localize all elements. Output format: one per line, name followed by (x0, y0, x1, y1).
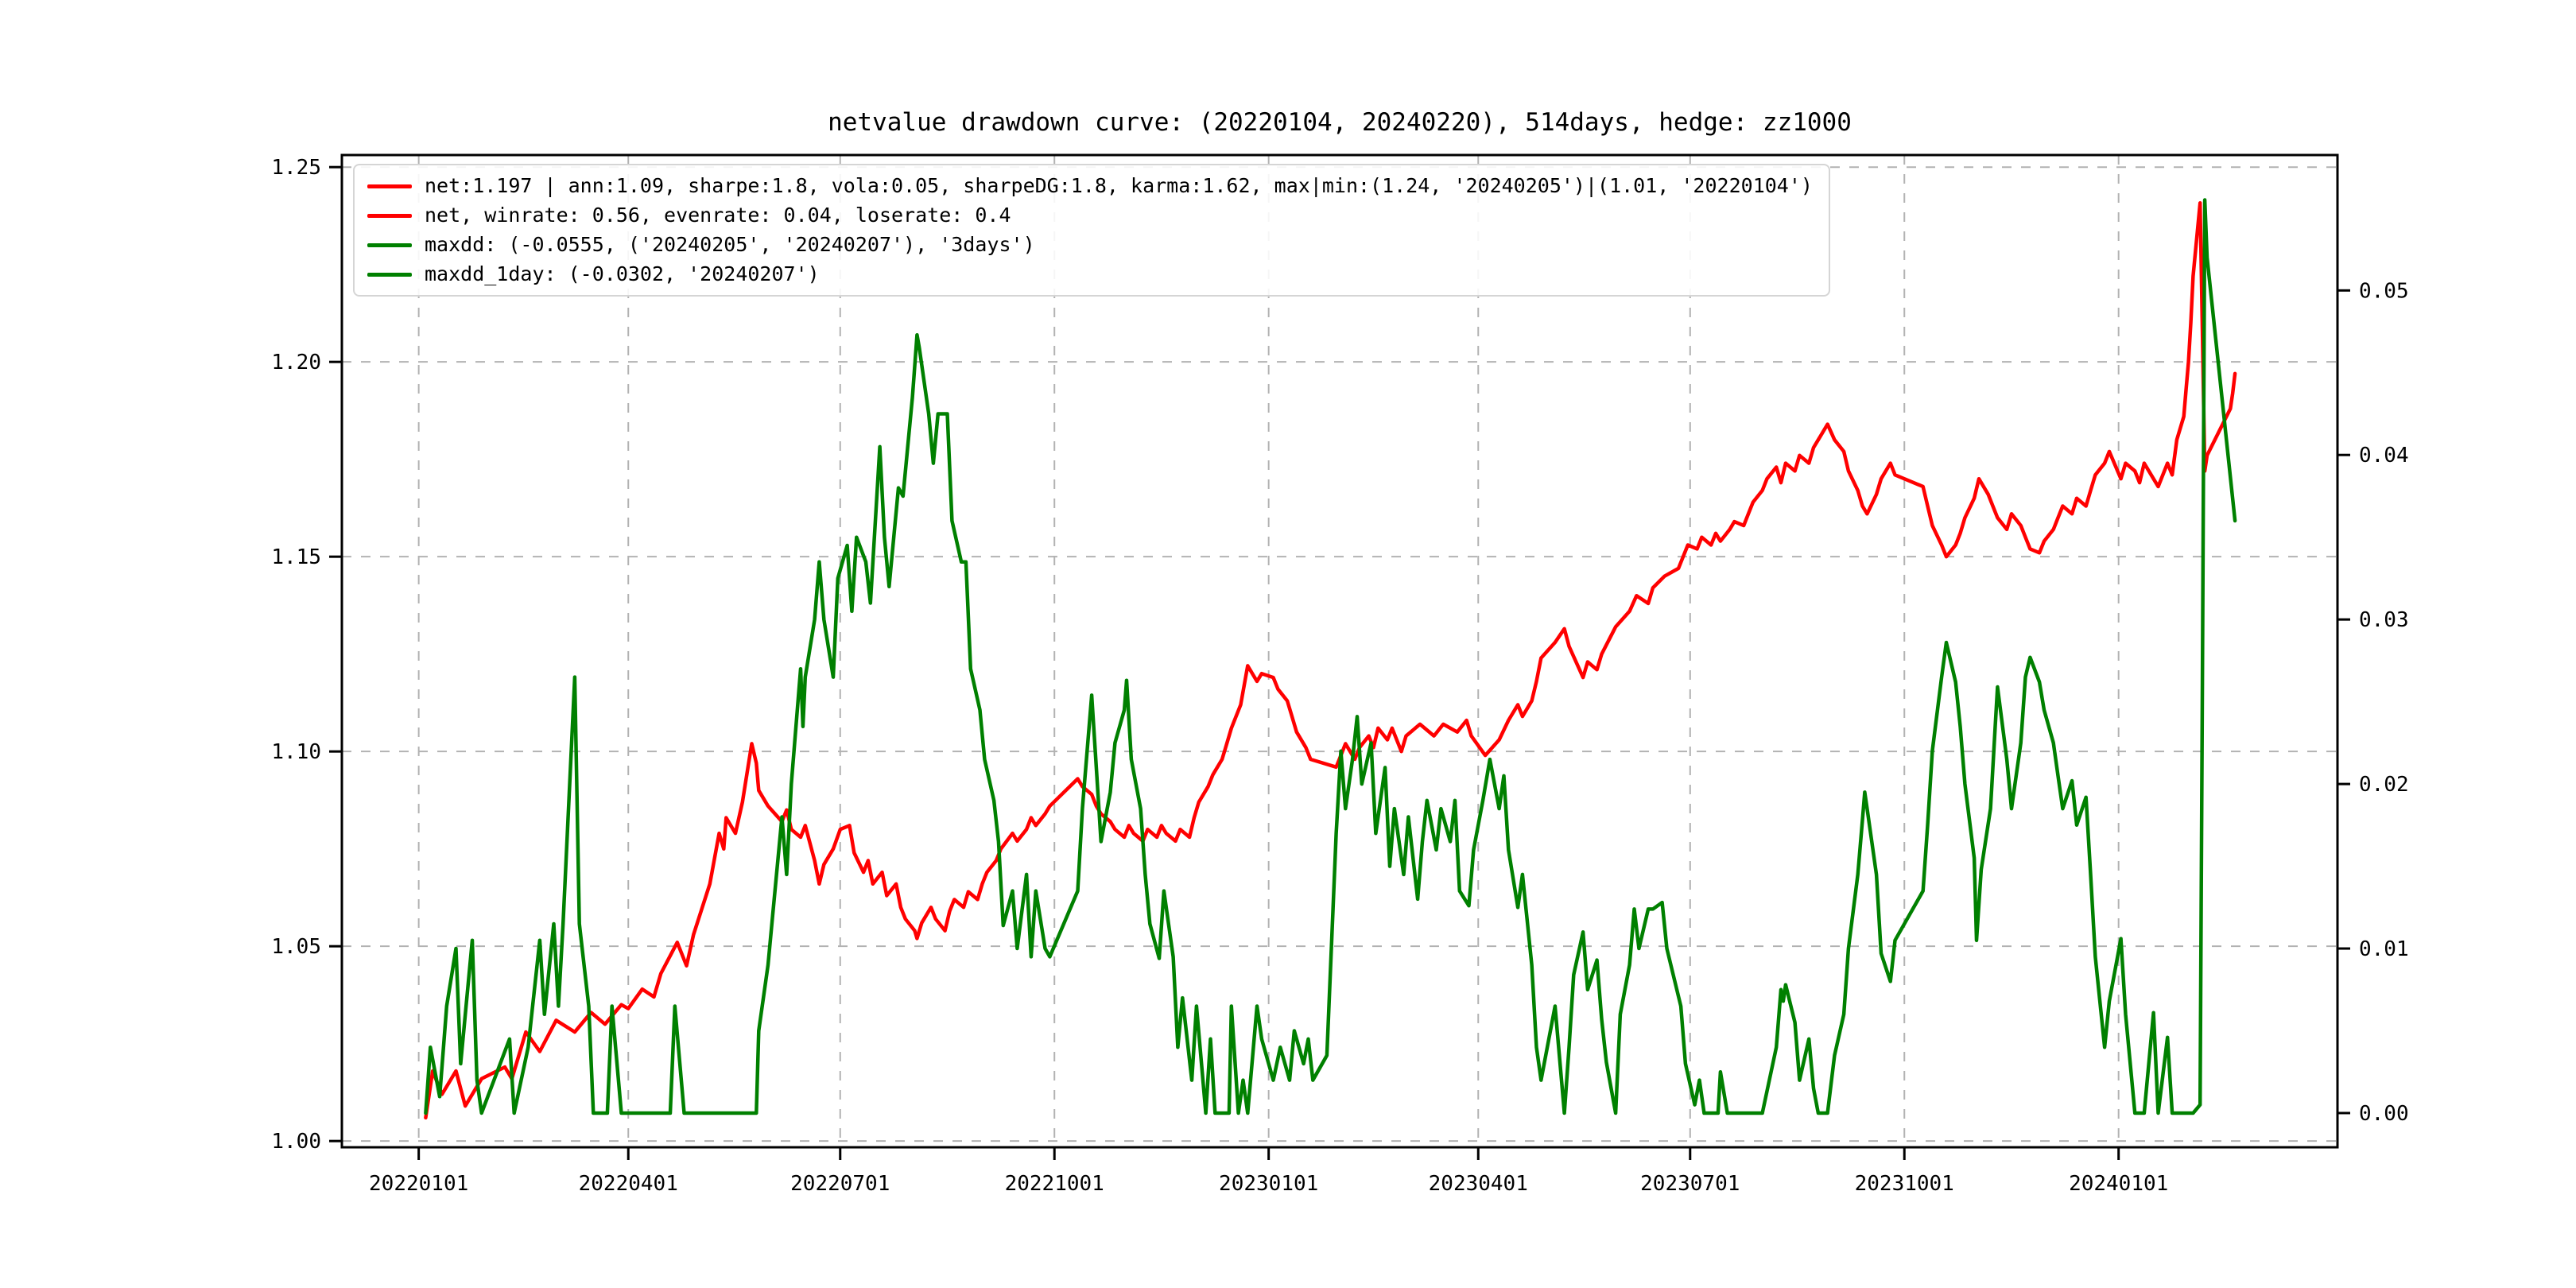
x-tick-label: 20231001 (1855, 1172, 1954, 1196)
legend-item-net-rates: net, winrate: 0.56, evenrate: 0.04, lose… (367, 204, 1813, 227)
right-tick-label: 0.04 (2359, 444, 2409, 467)
x-tick-label: 20220401 (579, 1172, 678, 1196)
left-tick-label: 1.15 (271, 545, 321, 569)
legend-item-maxdd: maxdd: (-0.0555, ('20240205', '20240207'… (367, 234, 1813, 256)
legend-item-maxdd-1day: maxdd_1day: (-0.0302, '20240207') (367, 263, 1813, 285)
maxdd-line-swatch-icon (367, 242, 412, 247)
net-line (424, 201, 2237, 1120)
x-tick-label: 20220701 (790, 1172, 890, 1196)
legend-label: maxdd: (-0.0555, ('20240205', '20240207'… (425, 233, 1035, 256)
right-tick-label: 0.00 (2359, 1102, 2409, 1126)
chart-title: netvalue drawdown curve: (20220104, 2024… (828, 108, 1852, 137)
right-tick-label: 0.02 (2359, 773, 2409, 797)
legend-box: net:1.197 | ann:1.09, sharpe:1.8, vola:0… (353, 164, 1830, 297)
legend-label: net, winrate: 0.56, evenrate: 0.04, lose… (425, 204, 1011, 227)
maxdd-1day-line-swatch-icon (367, 272, 412, 277)
left-tick-label: 1.20 (271, 351, 321, 374)
x-tick-label: 20221001 (1005, 1172, 1104, 1196)
left-tick-label: 1.00 (271, 1130, 321, 1154)
legend-label: net:1.197 | ann:1.09, sharpe:1.8, vola:0… (425, 174, 1813, 197)
right-tick-label: 0.01 (2359, 937, 2409, 961)
net-line-swatch-icon (367, 213, 412, 218)
x-tick-label: 20230401 (1429, 1172, 1528, 1196)
legend-label: maxdd_1day: (-0.0302, '20240207') (425, 262, 820, 285)
maxdd-line (424, 198, 2237, 1115)
left-tick-label: 1.25 (271, 156, 321, 180)
x-tick-label: 20230701 (1640, 1172, 1740, 1196)
right-tick-label: 0.03 (2359, 608, 2409, 632)
left-tick-label: 1.05 (271, 935, 321, 959)
legend-item-net-stats: net:1.197 | ann:1.09, sharpe:1.8, vola:0… (367, 175, 1813, 197)
x-tick-label: 20240101 (2069, 1172, 2168, 1196)
x-tick-label: 20220101 (369, 1172, 468, 1196)
left-tick-label: 1.10 (271, 740, 321, 764)
x-tick-label: 20230101 (1219, 1172, 1318, 1196)
plot-frame (340, 153, 2339, 1149)
net-line-swatch-icon (367, 184, 412, 188)
right-tick-label: 0.05 (2359, 279, 2409, 303)
